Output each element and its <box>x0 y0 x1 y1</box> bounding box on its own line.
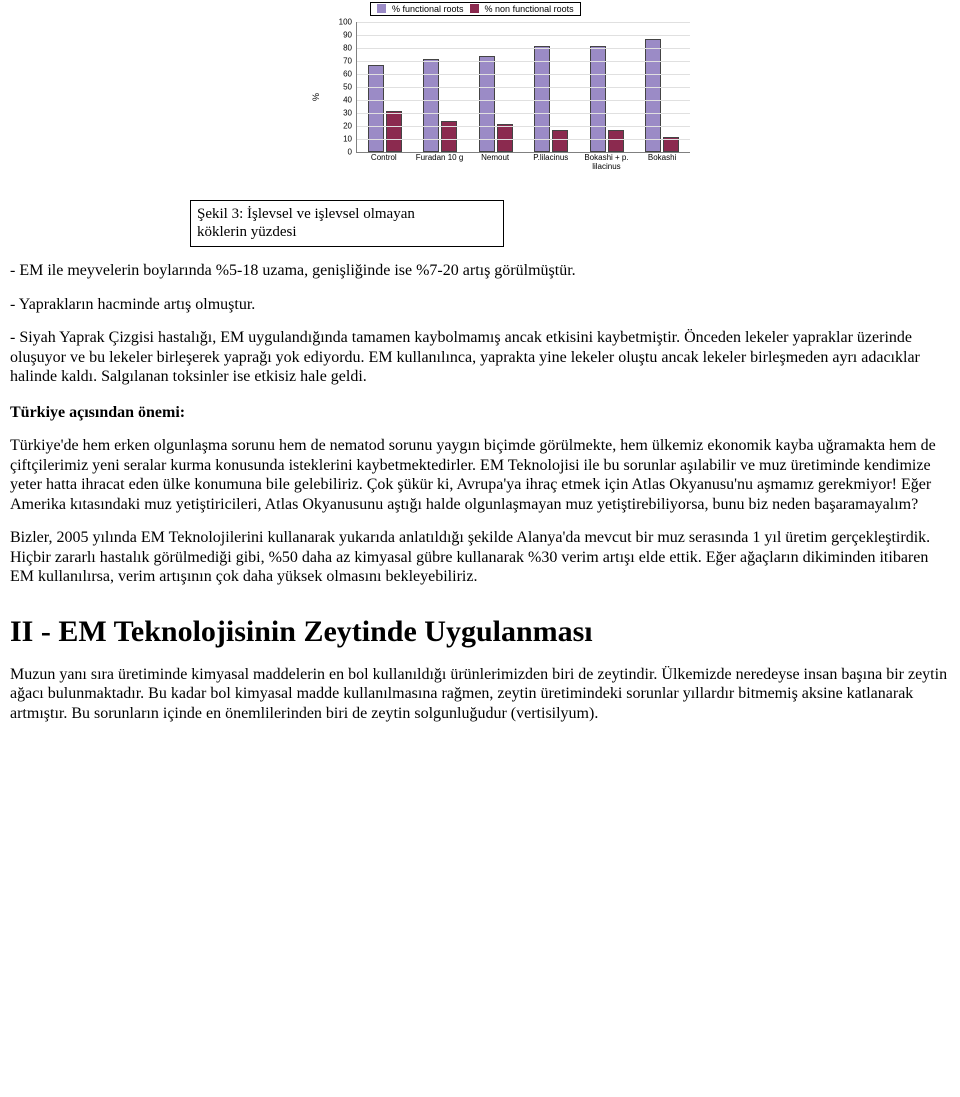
caption-line-2: köklerin yüzdesi <box>197 224 297 240</box>
x-tick-label: P.lilacinus <box>527 153 575 172</box>
bar-nonfunctional <box>608 130 624 152</box>
body-paragraph: - Yaprakların hacminde artış olmuştur. <box>10 295 950 315</box>
chart-container: % functional roots % non functional root… <box>330 0 690 172</box>
body-paragraph: - EM ile meyvelerin boylarında %5-18 uza… <box>10 261 950 281</box>
body-paragraph: Bizler, 2005 yılında EM Teknolojilerini … <box>10 528 950 587</box>
legend-label-functional: % functional roots <box>392 4 464 14</box>
x-tick-label: Bokashi + p. lilacinus <box>582 153 630 172</box>
bar-nonfunctional <box>386 111 402 152</box>
chart-legend: % functional roots % non functional root… <box>370 2 581 16</box>
body-paragraph: Türkiye'de hem erken olgunlaşma sorunu h… <box>10 436 950 514</box>
subheading: Türkiye açısından önemi: <box>10 403 950 423</box>
section-heading: II - EM Teknolojisinin Zeytinde Uygulanm… <box>10 615 950 649</box>
x-tick-label: Control <box>360 153 408 172</box>
bar-functional <box>645 39 661 152</box>
x-tick-label: Furadan 10 g <box>415 153 463 172</box>
y-axis-ticks: 0102030405060708090100 <box>330 22 354 152</box>
x-tick-label: Nemout <box>471 153 519 172</box>
legend-swatch-nonfunctional <box>470 4 479 13</box>
chart-plot-area: % 0102030405060708090100 ControlFuradan … <box>330 22 690 172</box>
legend-swatch-functional <box>377 4 386 13</box>
y-axis-label: % <box>311 92 321 100</box>
bar-nonfunctional <box>497 124 513 152</box>
chart-plot <box>356 22 690 153</box>
bar-group <box>476 56 516 152</box>
bar-functional <box>479 56 495 152</box>
figure-caption: Şekil 3: İşlevsel ve işlevsel olmayan kö… <box>190 200 504 248</box>
caption-line-1: Şekil 3: İşlevsel ve işlevsel olmayan <box>197 206 415 222</box>
x-tick-label: Bokashi <box>638 153 686 172</box>
legend-label-nonfunctional: % non functional roots <box>485 4 574 14</box>
body-paragraph: - Siyah Yaprak Çizgisi hastalığı, EM uyg… <box>10 328 950 387</box>
bar-nonfunctional <box>552 130 568 152</box>
x-axis-ticks: Control Furadan 10 g Nemout P.lilacinus Boka… <box>356 153 690 172</box>
bar-group <box>642 39 682 152</box>
body-paragraph: Muzun yanı sıra üretiminde kimyasal madd… <box>10 665 950 724</box>
